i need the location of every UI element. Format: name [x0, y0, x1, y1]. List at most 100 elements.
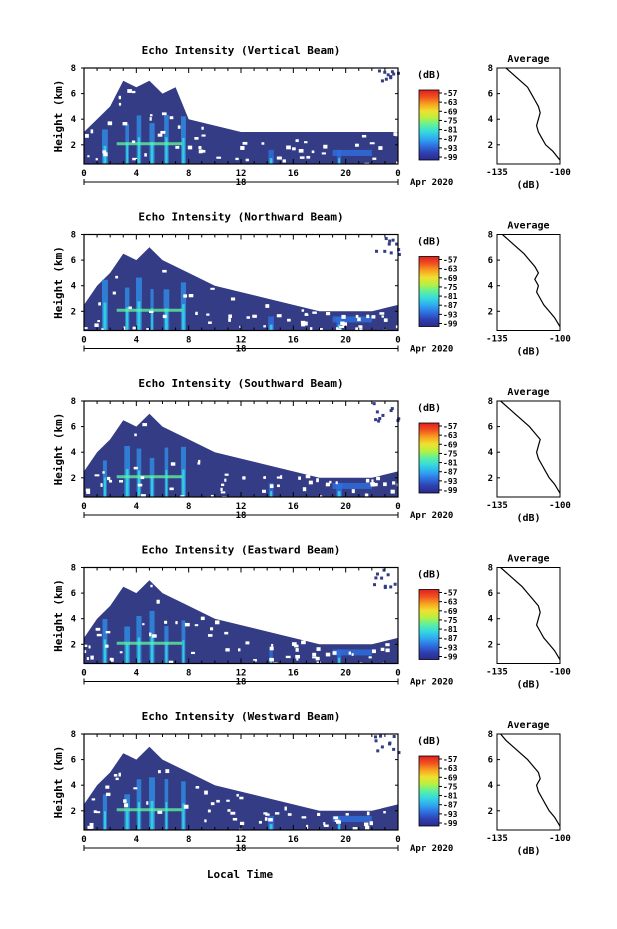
y-tick-label: 8: [71, 730, 76, 740]
missing-data: [128, 306, 132, 309]
average-y-tick-label: 8: [488, 231, 493, 241]
missing-data: [325, 312, 331, 316]
day-label: 18: [236, 844, 247, 854]
x-tick-label: 20: [340, 502, 351, 512]
missing-data: [316, 478, 319, 483]
echo-column: [337, 649, 342, 664]
colorbar-tick-label: -81: [443, 625, 458, 634]
missing-data: [261, 829, 265, 834]
missing-data: [358, 325, 363, 329]
echo-core: [182, 137, 185, 164]
missing-data: [374, 663, 380, 666]
missing-data: [312, 311, 317, 314]
missing-data: [158, 770, 161, 774]
average-title: Average: [507, 554, 549, 565]
x-tick-label: 16: [288, 669, 299, 679]
echo-speck: [390, 70, 394, 74]
missing-data: [198, 149, 203, 154]
missing-data: [369, 821, 374, 826]
colorbar-unit: (dB): [417, 736, 441, 747]
colorbar-unit: (dB): [417, 570, 441, 581]
echo-column: [268, 815, 275, 830]
x-tick-label: 16: [288, 835, 299, 845]
average-title: Average: [507, 221, 549, 232]
colorbar-tick-label: -81: [443, 792, 458, 801]
missing-data: [144, 153, 147, 157]
missing-data: [393, 132, 398, 136]
missing-data: [237, 648, 241, 652]
average-x-tick-label: -100: [549, 501, 571, 511]
missing-data: [112, 291, 116, 295]
missing-data: [363, 822, 369, 827]
echo-column: [268, 482, 274, 497]
missing-data: [86, 490, 91, 494]
missing-data: [245, 158, 249, 162]
echo-speck: [387, 242, 391, 246]
y-tick-label: 8: [71, 397, 76, 407]
missing-data: [316, 647, 321, 651]
missing-data: [308, 480, 313, 485]
missing-data: [306, 155, 311, 159]
missing-data: [236, 793, 239, 797]
missing-data: [90, 129, 94, 134]
missing-data: [291, 642, 297, 646]
missing-data: [94, 474, 100, 477]
echo-core: [126, 142, 129, 164]
y-axis-label: Height (km): [52, 579, 65, 652]
missing-data: [210, 802, 215, 806]
missing-data: [85, 163, 89, 166]
echo-core: [165, 308, 168, 331]
missing-data: [269, 657, 274, 662]
missing-data: [276, 476, 281, 479]
missing-data: [352, 827, 358, 830]
y-tick-label: 2: [71, 640, 76, 650]
missing-data: [274, 812, 280, 815]
missing-data: [240, 146, 245, 150]
missing-data: [131, 140, 136, 144]
missing-data: [102, 150, 107, 154]
average-x-tick-label: -135: [486, 335, 508, 345]
missing-data: [87, 155, 90, 158]
missing-data: [149, 117, 152, 121]
y-tick-label: 4: [71, 282, 77, 292]
echo-speck: [389, 409, 393, 413]
missing-data: [230, 297, 236, 301]
echo-speck: [380, 576, 384, 580]
x-tick-label: 8: [186, 169, 191, 179]
panel-title: Echo Intensity (Southward Beam): [138, 377, 343, 390]
missing-data: [383, 318, 388, 322]
echo-core: [150, 800, 154, 830]
missing-data: [195, 786, 200, 789]
missing-data: [228, 318, 231, 322]
missing-data: [300, 320, 306, 325]
echo-speck: [373, 583, 377, 587]
colorbar-tick-label: -93: [443, 643, 458, 652]
panel-1: Echo Intensity (Northward Beam) 2 4 6 8 Heigh…: [52, 211, 571, 358]
x-tick-label: 0: [395, 169, 400, 179]
average-y-tick-label: 4: [488, 615, 494, 625]
day-label: 18: [236, 178, 247, 188]
missing-data: [280, 475, 283, 479]
echo-speck: [393, 582, 397, 586]
missing-data: [383, 482, 387, 487]
missing-data: [295, 648, 299, 652]
colorbar: [418, 89, 440, 161]
x-tick-label: 0: [395, 835, 400, 845]
colorbar-tick-label: -99: [443, 819, 458, 828]
echo-speck: [389, 585, 393, 589]
echo-speck: [377, 69, 381, 73]
average-title: Average: [507, 720, 549, 731]
average-profile-line: [500, 733, 561, 827]
missing-data: [85, 488, 91, 492]
missing-data: [137, 483, 143, 487]
average-y-tick-label: 6: [488, 589, 493, 599]
missing-data: [110, 163, 115, 168]
missing-data: [355, 327, 360, 331]
missing-data: [301, 309, 305, 312]
missing-data: [232, 817, 238, 821]
echo-patch: [332, 149, 372, 156]
echo-speck: [381, 413, 385, 417]
echo-core: [125, 643, 129, 664]
missing-data: [227, 809, 231, 812]
bright-band: [116, 808, 183, 812]
